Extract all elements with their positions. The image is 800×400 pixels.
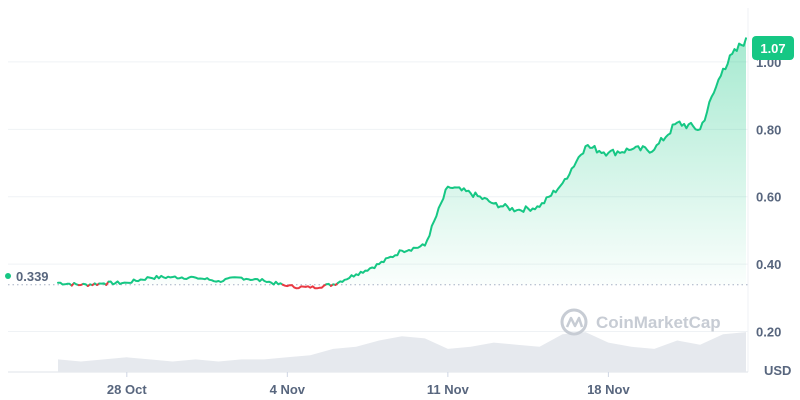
price-line-segment: [98, 282, 108, 286]
price-area: [58, 38, 746, 285]
baseline-marker: 0.339: [5, 269, 49, 284]
y-axis-ticks: 0.200.400.600.801.00: [756, 55, 781, 340]
x-tick-label: 4 Nov: [270, 382, 306, 397]
x-axis-ticks: 28 Oct 4 Nov 11 Nov 18 Nov: [107, 372, 630, 397]
price-line-segment: [107, 274, 284, 286]
price-area-fill: [58, 38, 746, 285]
baseline-dot: [5, 273, 11, 279]
price-line-segment: [57, 281, 73, 287]
price-line-segment: [281, 283, 328, 290]
last-price-label: 1.07: [760, 41, 785, 56]
x-tick-label: 18 Nov: [587, 382, 630, 397]
last-price-badge: 1.07: [752, 36, 794, 60]
price-line: [57, 37, 747, 290]
volume-shape: [58, 332, 746, 372]
coinmarketcap-logo-icon: [560, 308, 588, 336]
last-price-badge-bg: [752, 36, 794, 60]
price-line-segment: [325, 282, 332, 287]
volume-area: [58, 332, 746, 372]
y-tick-label: 0.40: [756, 257, 781, 272]
x-tick-label: 11 Nov: [427, 382, 470, 397]
y-tick-label: 0.60: [756, 190, 781, 205]
watermark-text: CoinMarketCap: [596, 313, 721, 332]
currency-label: USD: [764, 363, 791, 378]
price-line-segment: [336, 37, 747, 285]
y-tick-label: 0.80: [756, 122, 781, 137]
x-tick-label: 28 Oct: [107, 382, 147, 397]
baseline-label: 0.339: [16, 269, 49, 284]
watermark-mark: [565, 316, 584, 328]
y-tick-label: 0.20: [756, 325, 781, 340]
watermark: CoinMarketCap: [560, 308, 721, 336]
